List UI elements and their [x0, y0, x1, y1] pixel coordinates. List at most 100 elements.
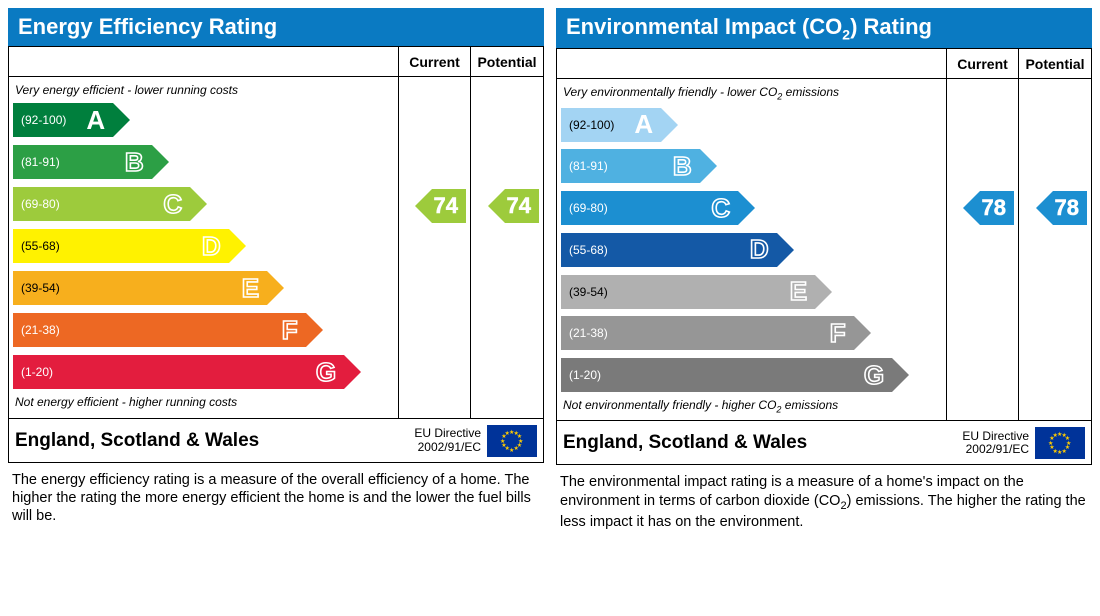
band-range-label: (55-68) — [569, 243, 608, 257]
band-bar-b: (81-91) B — [13, 145, 152, 179]
band-bar-a: (92-100) A — [561, 108, 661, 142]
band-bar-b: (81-91) B — [561, 149, 700, 183]
bands-area: Very energy efficient - lower running co… — [9, 77, 399, 418]
band-row-e: (39-54) E — [9, 267, 398, 309]
band-letter: B — [125, 147, 144, 178]
column-header-row: CurrentPotential — [557, 48, 1091, 78]
band-letter: C — [711, 193, 730, 224]
band-bar-d: (55-68)D — [13, 229, 229, 263]
potential-value-column: 78 — [1019, 79, 1091, 420]
band-letter: E — [242, 273, 259, 304]
band-letter: E — [790, 276, 807, 307]
band-range-label: (69-80) — [21, 197, 60, 211]
bottom-note: Not environmentally friendly - higher CO… — [557, 396, 946, 416]
band-row-c: (69-80) C — [9, 183, 398, 225]
bottom-note: Not energy efficient - higher running co… — [9, 393, 398, 411]
eu-flag-icon: ★★★★★★★★★★★★ — [1035, 427, 1085, 459]
bands-body-row: Very environmentally friendly - lower CO… — [557, 78, 1091, 420]
band-range-label: (39-54) — [21, 281, 60, 295]
band-row-e: (39-54) E — [557, 271, 946, 313]
region-label: England, Scotland & Wales — [15, 430, 414, 452]
environmental-rating-chart: Environmental Impact (CO2) RatingCurrent… — [556, 8, 1092, 531]
epc-charts-container: Energy Efficiency RatingCurrentPotential… — [8, 8, 1092, 531]
band-bar-d: (55-68) D — [561, 233, 777, 267]
band-letter: F — [830, 318, 846, 349]
pointer-arrow-icon — [488, 189, 505, 223]
band-letter: G — [316, 357, 336, 388]
band-row-b: (81-91) B — [9, 141, 398, 183]
bands-body-row: Very energy efficient - lower running co… — [9, 76, 543, 418]
band-letter: F — [282, 315, 298, 346]
band-letter: C — [163, 189, 182, 220]
band-row-g: (1-20) G — [9, 351, 398, 393]
chart-title: Energy Efficiency Rating — [8, 8, 544, 46]
band-row-a: (92-100) A — [557, 104, 946, 146]
band-row-d: (55-68)D — [9, 225, 398, 267]
footer-row: England, Scotland & WalesEU Directive200… — [9, 418, 543, 462]
band-range-label: (81-91) — [21, 155, 60, 169]
band-row-f: (21-38) F — [9, 309, 398, 351]
band-bar-g: (1-20) G — [561, 358, 892, 392]
current-value-column: 74 — [399, 77, 471, 418]
band-bar-e: (39-54) E — [561, 275, 815, 309]
current-value: 74 — [432, 189, 466, 223]
band-letter: D — [750, 234, 769, 265]
potential-value: 78 — [1053, 191, 1087, 225]
pointer-arrow-icon — [963, 191, 980, 225]
rating-table: CurrentPotentialVery energy efficient - … — [8, 46, 544, 463]
rating-table: CurrentPotential Very environmentally fri… — [556, 48, 1092, 465]
potential-pointer: 78 — [1036, 191, 1087, 225]
band-row-c: (69-80) C — [557, 187, 946, 229]
band-row-a: (92-100) A — [9, 99, 398, 141]
pointer-arrow-icon — [1036, 191, 1053, 225]
current-value: 78 — [980, 191, 1014, 225]
bands-column-header — [9, 47, 399, 76]
band-letter: D — [202, 231, 221, 262]
eu-directive-label: EU Directive2002/91/EC — [414, 427, 481, 453]
bands-area: Very environmentally friendly - lower CO… — [557, 79, 947, 420]
band-letter: A — [86, 105, 105, 136]
band-bar-f: (21-38) F — [13, 313, 306, 347]
band-bar-a: (92-100) A — [13, 103, 113, 137]
band-range-label: (1-20) — [21, 365, 53, 379]
band-range-label: (1-20) — [569, 368, 601, 382]
potential-value-column: 74 — [471, 77, 543, 418]
band-row-f: (21-38) F — [557, 313, 946, 355]
energy-rating-chart: Energy Efficiency RatingCurrentPotential… — [8, 8, 544, 531]
band-bar-f: (21-38) F — [561, 316, 854, 350]
current-pointer: 78 — [963, 191, 1014, 225]
footer-row: England, Scotland & WalesEU Directive200… — [557, 420, 1091, 464]
potential-pointer: 74 — [488, 189, 539, 223]
chart-description: The energy efficiency rating is a measur… — [8, 463, 544, 525]
band-range-label: (69-80) — [569, 201, 608, 215]
band-row-b: (81-91) B — [557, 146, 946, 188]
bands-column-header — [557, 49, 947, 78]
band-bar-g: (1-20) G — [13, 355, 344, 389]
band-range-label: (21-38) — [21, 323, 60, 337]
column-header-row: CurrentPotential — [9, 46, 543, 76]
band-range-label: (92-100) — [21, 113, 66, 127]
chart-title: Environmental Impact (CO2) Rating — [556, 8, 1092, 48]
band-row-d: (55-68) D — [557, 229, 946, 271]
pointer-arrow-icon — [415, 189, 432, 223]
band-letter: G — [864, 360, 884, 391]
chart-description: The environmental impact rating is a mea… — [556, 465, 1092, 531]
band-range-label: (92-100) — [569, 118, 614, 132]
eu-directive-label: EU Directive2002/91/EC — [962, 430, 1029, 456]
current-value-column: 78 — [947, 79, 1019, 420]
top-note: Very environmentally friendly - lower CO… — [557, 83, 946, 103]
band-bar-e: (39-54) E — [13, 271, 267, 305]
band-range-label: (21-38) — [569, 326, 608, 340]
current-column-header: Current — [947, 49, 1019, 78]
band-letter: B — [673, 151, 692, 182]
potential-value: 74 — [505, 189, 539, 223]
band-range-label: (39-54) — [569, 285, 608, 299]
eu-flag-icon: ★★★★★★★★★★★★ — [487, 425, 537, 457]
band-letter: A — [634, 109, 653, 140]
current-pointer: 74 — [415, 189, 466, 223]
current-column-header: Current — [399, 47, 471, 76]
potential-column-header: Potential — [471, 47, 543, 76]
band-range-label: (81-91) — [569, 159, 608, 173]
band-bar-c: (69-80) C — [561, 191, 738, 225]
region-label: England, Scotland & Wales — [563, 432, 962, 454]
